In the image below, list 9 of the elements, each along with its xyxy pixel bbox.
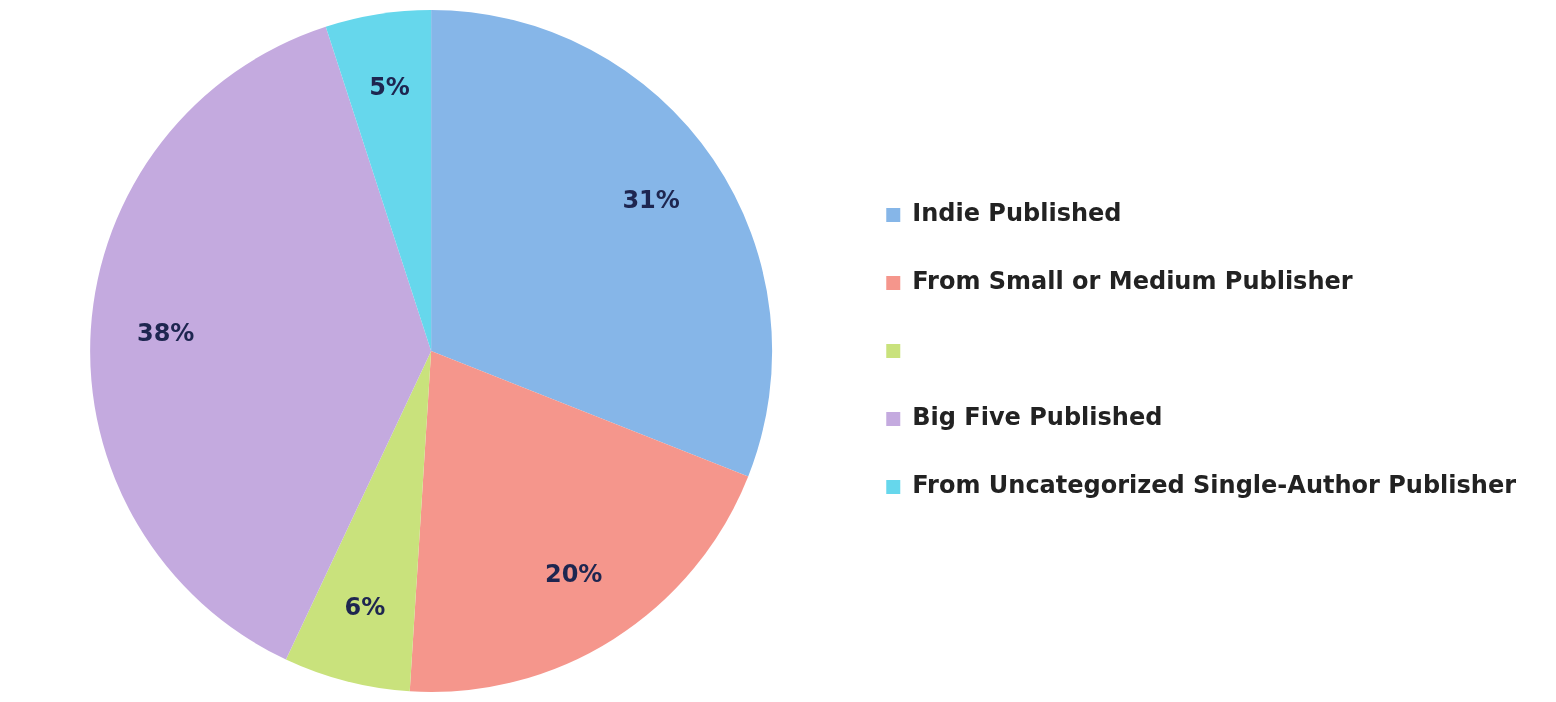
legend-label: From Uncategorized Single-Author Publisher [912, 471, 1517, 500]
data-label: 6% [344, 592, 386, 621]
data-label: 38% [136, 318, 195, 347]
legend-label: Indie Published [912, 199, 1122, 228]
legend-label: From Small or Medium Publisher [912, 267, 1353, 296]
data-label: 31% [622, 185, 680, 214]
legend-label: Big Five Published [912, 403, 1163, 432]
data-label: 5% [369, 72, 410, 101]
data-label: 20% [544, 559, 603, 588]
